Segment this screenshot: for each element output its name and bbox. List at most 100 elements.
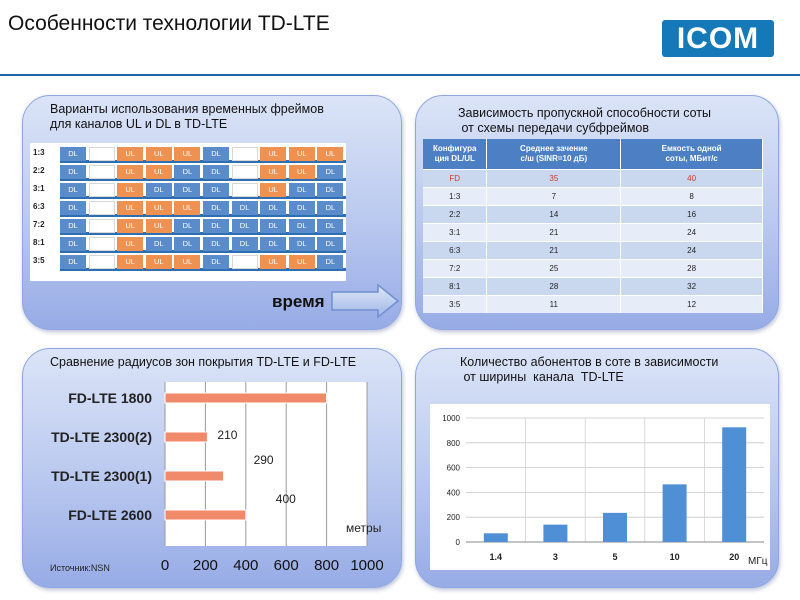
category-label: FD-LTE 1800 bbox=[68, 390, 152, 406]
frame-cell: UL bbox=[174, 201, 201, 215]
frame-cell: UL bbox=[260, 165, 287, 179]
time-label: время bbox=[272, 292, 325, 311]
frame-cell bbox=[88, 147, 115, 161]
table-row: 3:5 11 12 bbox=[423, 294, 763, 313]
frame-cell: DL bbox=[174, 183, 201, 197]
y-tick-label: 1000 bbox=[442, 414, 460, 423]
table-cell: 28 bbox=[620, 258, 763, 277]
frame-cell: DL bbox=[288, 237, 315, 251]
frame-cell: DL bbox=[260, 219, 287, 233]
frame-cell: UL bbox=[145, 201, 172, 215]
frame-cell bbox=[231, 165, 258, 179]
x-tick-label: 10 bbox=[670, 552, 680, 562]
table-cell: FD bbox=[423, 168, 488, 187]
table-cell: 32 bbox=[620, 276, 763, 295]
frame-row-label: 8:1 bbox=[33, 238, 45, 247]
frame-row: 2:2 DL UL UL DL DL UL UL DL bbox=[30, 165, 346, 181]
bar bbox=[164, 431, 208, 443]
frame-cell: DL bbox=[174, 165, 201, 179]
table-header: Среднее зачение с/ш (SINR=10 дБ) bbox=[486, 139, 622, 169]
frame-row-label: 1:3 bbox=[33, 148, 45, 157]
data-label: 210 bbox=[217, 428, 237, 442]
frame-cell: UL bbox=[174, 147, 201, 161]
frame-cell: DL bbox=[317, 219, 344, 233]
frame-cell bbox=[88, 219, 115, 233]
frame-grid: 1:3 DL UL UL UL DL UL UL UL 2:2 DL UL UL DL DL UL UL DL 3:… bbox=[30, 143, 346, 281]
frame-row-label: 7:2 bbox=[33, 220, 45, 229]
frame-row-label: 3:1 bbox=[33, 184, 45, 193]
table-cell: 11 bbox=[486, 294, 622, 313]
coverage-panel-title: Сравнение радиусов зон покрытия TD-LTE и… bbox=[50, 355, 357, 369]
frame-cell: UL bbox=[117, 165, 144, 179]
frame-cell: UL bbox=[260, 255, 287, 269]
x-axis-label: МГц bbox=[748, 556, 768, 567]
time-arrow-icon bbox=[331, 283, 400, 319]
frame-cell: UL bbox=[288, 165, 315, 179]
table-cell: 16 bbox=[620, 204, 763, 223]
subscribers-panel-title: Количество абонентов в соте в зависимост… bbox=[460, 355, 719, 384]
frame-cell bbox=[88, 183, 115, 197]
frame-row-label: 6:3 bbox=[33, 202, 45, 211]
frame-cell: DL bbox=[60, 255, 86, 269]
frame-cell: DL bbox=[231, 201, 258, 215]
frame-cell: DL bbox=[288, 201, 315, 215]
frame-cell: UL bbox=[117, 255, 144, 269]
frame-cell: DL bbox=[203, 201, 229, 215]
table-header: Емкость одной соты, МБит/с bbox=[620, 139, 763, 169]
table-row: FD 35 40 bbox=[423, 168, 763, 187]
table-row: 8:1 28 32 bbox=[423, 276, 763, 295]
table-cell: 24 bbox=[620, 240, 763, 259]
frame-row: 3:5 DL UL UL UL DL UL UL DL bbox=[30, 255, 346, 271]
table-cell: 28 bbox=[486, 276, 622, 295]
frame-cell: DL bbox=[203, 219, 229, 233]
frame-row-label: 3:5 bbox=[33, 256, 45, 265]
x-tick-label: 1000 bbox=[350, 557, 383, 574]
frame-cell: DL bbox=[231, 237, 258, 251]
category-label: FD-LTE 2600 bbox=[68, 507, 152, 523]
y-tick-label: 400 bbox=[447, 488, 461, 497]
y-tick-label: 800 bbox=[447, 439, 461, 448]
table-cell: 14 bbox=[486, 204, 622, 223]
frame-cell: DL bbox=[60, 165, 86, 179]
category-label: TD-LTE 2300(1) bbox=[51, 468, 152, 484]
y-tick-label: 0 bbox=[456, 538, 461, 547]
bar bbox=[543, 524, 568, 542]
y-tick-label: 600 bbox=[447, 464, 461, 473]
frame-cell: UL bbox=[260, 147, 287, 161]
frame-cell: UL bbox=[145, 147, 172, 161]
subscribers-bar-chart: 0 200 400 600 800 1000 1.4 3 5 10 20 МГц bbox=[430, 404, 770, 570]
bar bbox=[722, 427, 747, 542]
table-row: 6:3 21 24 bbox=[423, 240, 763, 259]
x-tick-label: 400 bbox=[233, 557, 258, 574]
frame-cell: UL bbox=[117, 237, 144, 251]
frame-row-band bbox=[60, 214, 346, 217]
frame-cell: DL bbox=[288, 183, 315, 197]
frame-row-band bbox=[60, 196, 346, 199]
frame-cell: DL bbox=[203, 165, 229, 179]
x-tick-label: 1.4 bbox=[490, 552, 503, 562]
frame-cell: DL bbox=[317, 183, 344, 197]
frame-cell: DL bbox=[145, 183, 172, 197]
bar bbox=[164, 392, 328, 404]
table-cell: 35 bbox=[486, 168, 622, 187]
frame-cell bbox=[231, 147, 258, 161]
frame-cell bbox=[231, 255, 258, 269]
frame-cell: DL bbox=[60, 237, 86, 251]
table-cell: 1:3 bbox=[423, 186, 488, 205]
x-tick-label: 800 bbox=[314, 557, 339, 574]
table-cell: 24 bbox=[620, 222, 763, 241]
frame-row-band bbox=[60, 268, 346, 271]
frame-cell: UL bbox=[145, 219, 172, 233]
bar bbox=[603, 512, 627, 542]
frame-row: 7:2 DL UL UL DL DL DL DL DL DL bbox=[30, 219, 346, 235]
frame-cell: DL bbox=[60, 201, 86, 215]
table-cell: 3:1 bbox=[423, 222, 488, 241]
frame-cell: DL bbox=[260, 237, 287, 251]
bar bbox=[164, 470, 225, 482]
frame-cell: DL bbox=[317, 237, 344, 251]
frame-cell: DL bbox=[203, 147, 229, 161]
table-cell: 8 bbox=[620, 186, 763, 205]
frame-row-band bbox=[60, 178, 346, 181]
frame-row: 1:3 DL UL UL UL DL UL UL UL bbox=[30, 147, 346, 163]
frame-cell: UL bbox=[117, 183, 144, 197]
